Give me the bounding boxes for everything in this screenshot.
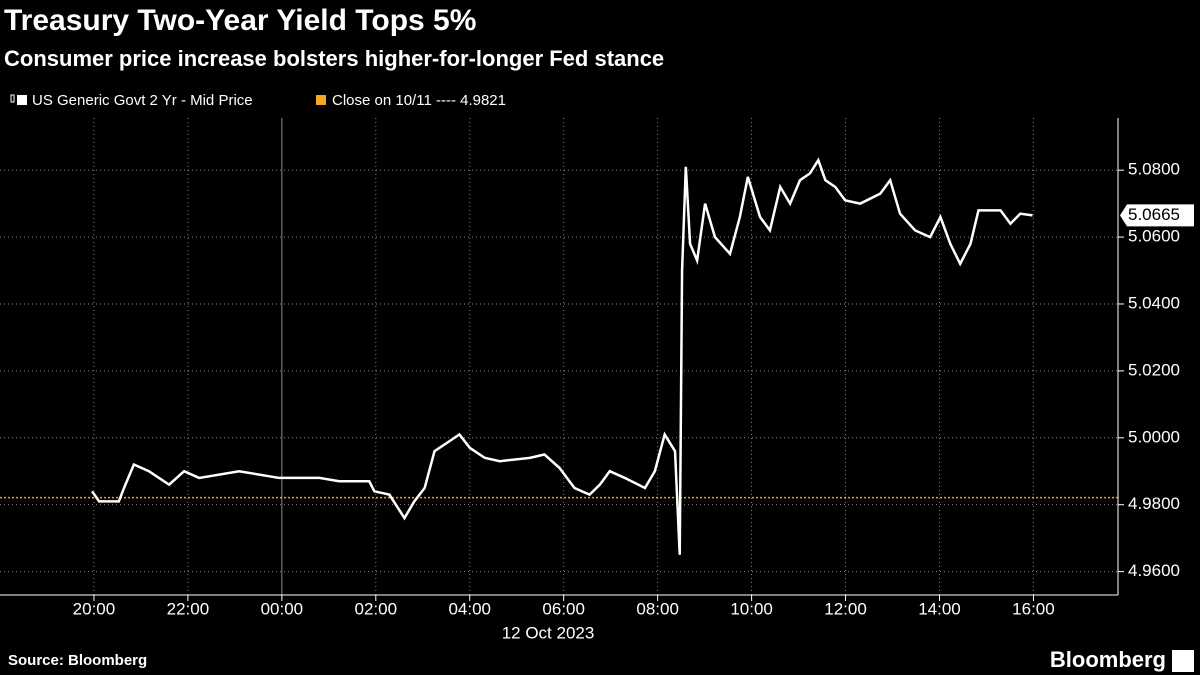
logo-icon [1172, 650, 1194, 672]
source: Source: Bloomberg [8, 652, 147, 669]
y-tick-label: 5.0600 [1128, 227, 1180, 246]
x-tick-label: 14:00 [918, 599, 961, 618]
x-tick-label: 00:00 [261, 599, 304, 618]
x-tick-label: 02:00 [355, 599, 398, 618]
y-tick-label: 5.0000 [1128, 427, 1180, 446]
legend-swatch [316, 95, 326, 105]
x-date-label: 12 Oct 2023 [502, 623, 595, 642]
x-tick-label: 20:00 [73, 599, 116, 618]
x-tick-label: 04:00 [448, 599, 491, 618]
chart-title: Treasury Two-Year Yield Tops 5% [4, 4, 476, 37]
series-line [91, 157, 1033, 555]
x-tick-label: 08:00 [636, 599, 679, 618]
chart-subtitle: Consumer price increase bolsters higher-… [4, 46, 664, 71]
y-tick-label: 4.9600 [1128, 561, 1180, 580]
x-tick-label: 10:00 [730, 599, 773, 618]
y-tick-label: 4.9800 [1128, 494, 1180, 513]
brand-logo: Bloomberg [1050, 647, 1166, 672]
legend-label: US Generic Govt 2 Yr - Mid Price [32, 92, 253, 109]
last-value-label: 5.0665 [1128, 205, 1180, 224]
x-tick-label: 22:00 [167, 599, 210, 618]
y-tick-label: 5.0800 [1128, 160, 1180, 179]
x-tick-label: 12:00 [824, 599, 867, 618]
y-tick-label: 5.0400 [1128, 293, 1180, 312]
x-tick-label: 16:00 [1012, 599, 1055, 618]
x-tick-label: 06:00 [542, 599, 585, 618]
legend-icon [10, 94, 15, 103]
last-value-box [1120, 204, 1194, 227]
y-tick-label: 5.0200 [1128, 360, 1180, 379]
legend-label: Close on 10/11 ---- 4.9821 [332, 92, 506, 109]
legend-swatch [17, 95, 27, 105]
